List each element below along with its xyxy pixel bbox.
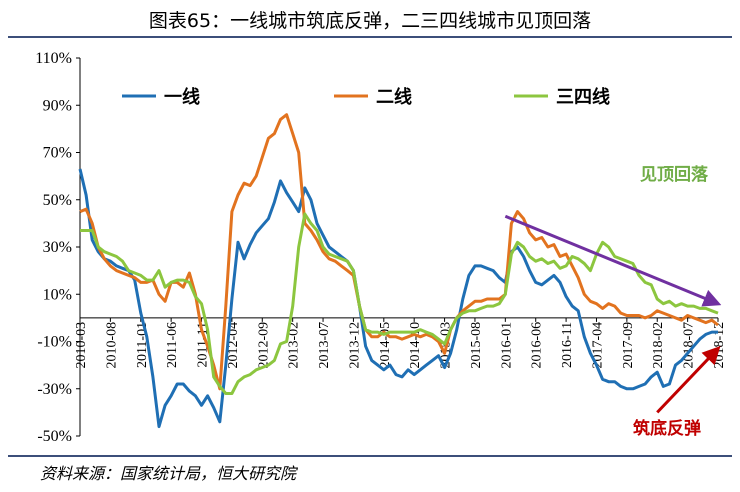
x-tick-label: 2011-06 — [165, 322, 180, 368]
y-tick-label: -30% — [37, 381, 72, 398]
peak-arrow — [504, 214, 722, 307]
x-tick-label: 2013-02 — [287, 322, 302, 369]
x-tick-label: 2018-02 — [651, 322, 666, 369]
legend-label: 一线 — [164, 86, 200, 108]
title-bar: 图表65：一线城市筑底反弹，二三四线城市见顶回落 — [0, 0, 740, 36]
x-tick-label: 2013-12 — [347, 322, 362, 369]
y-tick-label: 110% — [35, 50, 72, 67]
series-line-3 — [80, 212, 719, 395]
y-tick-label: 50% — [43, 192, 72, 209]
y-tick-label: -50% — [37, 428, 72, 445]
source-note: 资料来源：国家统计局，恒大研究院 — [40, 464, 297, 483]
axes: -50% -30% -10% 10% 30% 50% 70% 90% 110% 2010-03 20… — [35, 50, 727, 445]
x-tick-label: 2017-04 — [590, 322, 605, 369]
figure-title: 图表65：一线城市筑底反弹，二三四线城市见顶回落 — [148, 10, 592, 32]
peak-annotation: 见顶回落 — [640, 165, 709, 185]
series-layer — [78, 113, 719, 429]
trough-annotation: 筑底反弹 — [633, 418, 701, 439]
trough-arrow — [656, 345, 721, 414]
x-tick-label: 2016-01 — [499, 322, 514, 369]
y-tick-label: 10% — [43, 286, 72, 303]
x-tick-label: 2012-09 — [256, 322, 271, 369]
y-tick-label: -10% — [37, 334, 72, 351]
x-tick-label: 2010-08 — [104, 322, 119, 369]
footer-rule — [8, 455, 732, 457]
title-rule — [8, 36, 732, 38]
series-line-1 — [78, 168, 718, 429]
x-tick-label: 2018-12 — [712, 322, 727, 369]
y-tick-label: 70% — [43, 145, 72, 162]
x-tick-label: 2010-03 — [74, 322, 89, 369]
x-tick-label: 2015-08 — [469, 322, 484, 369]
x-tick-label: 2013-07 — [317, 322, 332, 369]
y-tick-label: 90% — [43, 97, 72, 114]
legend: 一线 二线 三四线 — [122, 86, 610, 108]
legend-label: 二线 — [376, 86, 412, 108]
legend-label: 三四线 — [556, 86, 610, 108]
x-tick-label: 2017-09 — [621, 322, 636, 369]
x-tick-label: 2016-11 — [560, 322, 575, 368]
y-tick-label: 30% — [43, 239, 72, 256]
x-tick-label: 2014-05 — [378, 322, 393, 369]
x-tick-label: 2016-06 — [530, 322, 545, 369]
